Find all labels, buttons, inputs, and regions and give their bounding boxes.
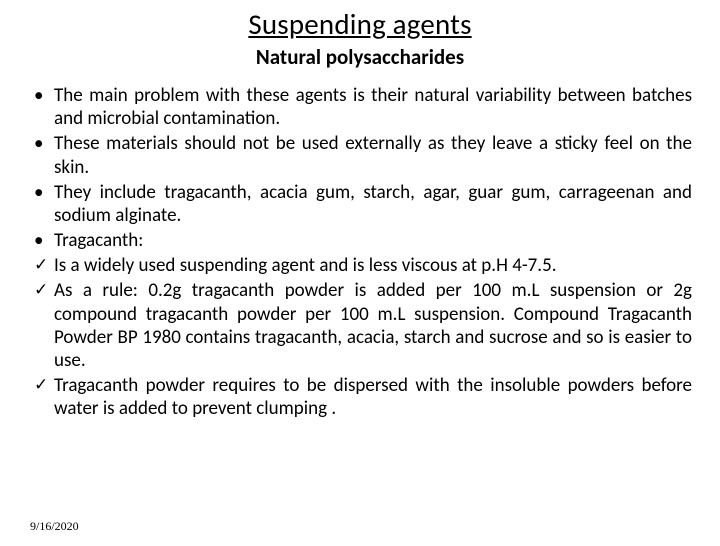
- slide: Suspending agents Natural polysaccharide…: [0, 6, 720, 546]
- list-item: ✓ Tragacanth powder requires to be dispe…: [28, 374, 692, 420]
- list-item: • These materials should not be used ext…: [28, 132, 692, 178]
- bullet-icon: •: [28, 84, 54, 130]
- list-item-text: They include tragacanth, acacia gum, sta…: [54, 181, 692, 227]
- list-item: • Tragacanth:: [28, 229, 692, 252]
- list-item-text: Tragacanth:: [54, 229, 692, 252]
- list-item: • They include tragacanth, acacia gum, s…: [28, 181, 692, 227]
- list-item-text: As a rule: 0.2g tragacanth powder is add…: [54, 279, 692, 372]
- list-item: • The main problem with these agents is …: [28, 84, 692, 130]
- bullet-icon: •: [28, 229, 54, 252]
- slide-subtitle: Natural polysaccharides: [0, 44, 720, 70]
- list-item-text: These materials should not be used exter…: [54, 132, 692, 178]
- check-icon: ✓: [28, 279, 54, 372]
- content-area: • The main problem with these agents is …: [28, 84, 692, 420]
- slide-title: Suspending agents: [0, 6, 720, 42]
- check-icon: ✓: [28, 374, 54, 420]
- footer-date: 9/16/2020: [30, 519, 79, 534]
- bullet-icon: •: [28, 132, 54, 178]
- list-item-text: The main problem with these agents is th…: [54, 84, 692, 130]
- list-item: ✓ As a rule: 0.2g tragacanth powder is a…: [28, 279, 692, 372]
- list-item-text: Tragacanth powder requires to be dispers…: [54, 374, 692, 420]
- bullet-icon: •: [28, 181, 54, 227]
- list-item: ✓ Is a widely used suspending agent and …: [28, 254, 692, 277]
- list-item-text: Is a widely used suspending agent and is…: [54, 254, 692, 277]
- bullet-list: • The main problem with these agents is …: [28, 84, 692, 420]
- check-icon: ✓: [28, 254, 54, 277]
